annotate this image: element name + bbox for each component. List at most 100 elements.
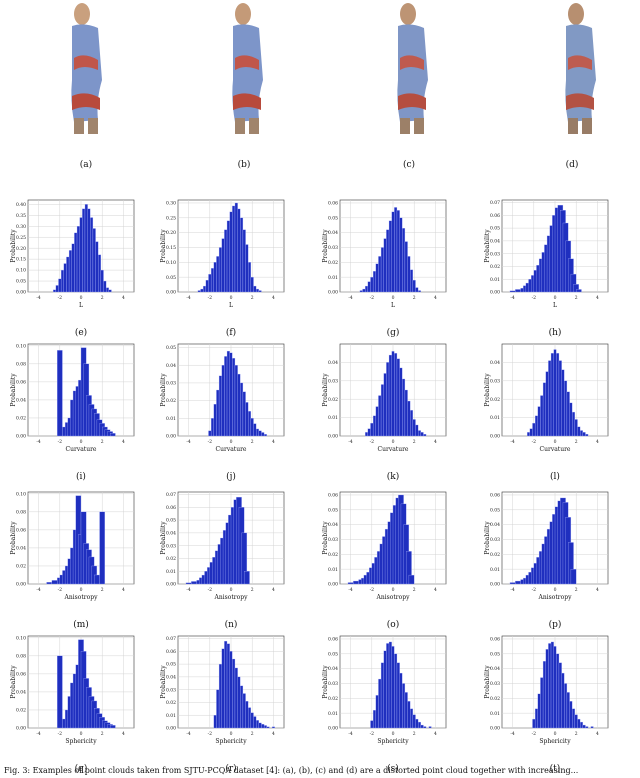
x-tick-label: -4 [36, 295, 41, 301]
x-tick-label: -2 [208, 295, 213, 301]
y-tick-label: 0.10 [166, 260, 176, 266]
y-axis-label: Probability [484, 373, 491, 407]
histogram-svg: -4 -2 0 2 4 0.00 0.01 0.02 0.03 0.04 0.05 0.06 Spher… [484, 635, 609, 745]
histogram-bar [420, 432, 424, 437]
y-tick-label: 0.20 [166, 230, 176, 236]
y-tick-label: 0.04 [16, 546, 26, 552]
histogram-svg: -4 -2 0 2 4 0.00 0.01 0.02 0.03 0.04 Curvature Prob… [322, 343, 447, 453]
y-tick-label: 0.06 [16, 671, 26, 677]
histogram-bar [561, 672, 565, 729]
histogram-bar [242, 391, 246, 437]
x-tick-label: -4 [510, 731, 515, 737]
histogram-bar [378, 395, 382, 437]
y-tick-label: 0.01 [328, 711, 338, 717]
y-axis-label: Probability [322, 229, 329, 263]
y-tick-label: 0.05 [166, 662, 176, 668]
y-tick-label: 0.02 [490, 552, 500, 558]
x-tick-label: -4 [348, 295, 353, 301]
caption-k: (k) [386, 472, 400, 482]
x-axis-label: Curvature [66, 446, 97, 453]
histogram-bar [556, 653, 560, 729]
y-axis-label: Probability [160, 229, 167, 263]
x-tick-label: 2 [413, 439, 416, 445]
histogram-bar [410, 708, 414, 729]
x-tick-label: 0 [80, 295, 83, 301]
y-tick-label: 0.04 [490, 360, 500, 366]
histogram-bar [51, 580, 58, 585]
histogram-bar [566, 391, 570, 437]
y-tick-label: 0.04 [328, 666, 338, 672]
histogram-bar [90, 217, 94, 293]
histogram-bar [205, 279, 209, 293]
x-tick-label: 0 [80, 587, 83, 593]
y-tick-label: 0.03 [328, 378, 338, 384]
caption-t: (t) [549, 764, 561, 774]
histogram-bar [408, 574, 415, 585]
y-tick-label: 0.00 [16, 434, 26, 440]
y-tick-label: 0.10 [16, 635, 26, 641]
x-tick-label: 4 [272, 731, 275, 737]
histogram-bar [415, 287, 419, 293]
histogram-bar [261, 432, 265, 437]
histogram-bar [370, 720, 374, 729]
histogram-bar [569, 402, 573, 437]
histogram-bar [394, 207, 398, 293]
histogram-svg: -4 -2 0 2 4 0.00 0.01 0.02 0.03 0.04 0.05 0.06 Aniso… [484, 491, 609, 601]
histogram-bar [399, 672, 403, 729]
histogram-m: -4 -2 0 2 4 0.00 0.02 0.04 0.06 0.08 0.10 Anisotrop… [10, 488, 146, 634]
histogram-bar [532, 718, 536, 729]
y-tick-label: 0.02 [328, 696, 338, 702]
x-tick-label: 0 [554, 731, 557, 737]
x-axis-label: L [79, 302, 83, 309]
y-axis-label: Probability [484, 521, 491, 555]
y-tick-label: 0.06 [16, 527, 26, 533]
histogram-bar [46, 582, 52, 585]
histogram-bar [529, 428, 533, 437]
histogram-bar [372, 271, 376, 293]
histogram-bar [378, 678, 382, 729]
histogram-bar [216, 389, 220, 437]
histogram-svg: -4 -2 0 2 4 0.00 0.02 0.04 0.06 0.08 0.10 Curvature… [10, 343, 135, 453]
histogram-bar [256, 720, 259, 729]
histogram-bar [57, 350, 63, 437]
histogram-bar [248, 411, 252, 437]
histogram-bar [248, 262, 252, 293]
x-tick-label: 0 [230, 295, 233, 301]
x-axis-label: Sphericity [65, 738, 97, 745]
histogram-bar [540, 395, 544, 437]
histogram-bar [237, 676, 241, 729]
histogram-bar [566, 692, 570, 729]
histogram-bar [365, 432, 368, 437]
histogram-bar [240, 217, 244, 293]
histogram-bar [553, 349, 557, 437]
x-tick-label: 0 [392, 587, 395, 593]
histogram-bar [550, 353, 554, 437]
point-cloud-image [71, 3, 102, 134]
histogram-bar [372, 415, 376, 437]
point-cloud-image [232, 3, 263, 134]
histogram-bar [572, 708, 576, 729]
x-axis-label: L [553, 302, 557, 309]
histogram-bar [415, 718, 419, 729]
x-tick-label: -2 [532, 439, 537, 445]
y-tick-label: 0.30 [16, 224, 26, 230]
x-axis-label: L [391, 302, 395, 309]
histogram-bar [261, 724, 265, 729]
histogram-bar [412, 714, 416, 729]
histogram-bar [402, 683, 406, 729]
y-tick-label: 0.04 [16, 398, 26, 404]
histogram-bar [234, 365, 238, 437]
histogram-bar [359, 290, 363, 293]
x-tick-label: 2 [251, 439, 254, 445]
y-tick-label: 0.02 [490, 264, 500, 270]
y-tick-label: 0.02 [166, 700, 176, 706]
histogram-svg: -4 -2 0 2 4 0.00 0.01 0.02 0.03 0.04 0.05 0.06 0.07 S… [160, 635, 285, 745]
caption-d: (d) [565, 160, 579, 170]
histogram-svg: -4 -2 0 2 4 0.00 0.01 0.02 0.03 0.04 0.05 Curvature… [160, 343, 285, 453]
x-tick-label: 0 [392, 295, 395, 301]
y-tick-label: 0.00 [166, 290, 176, 296]
histogram-bar [106, 287, 109, 293]
histogram-bar [216, 689, 220, 729]
histogram-l: -4 -2 0 2 4 0.00 0.01 0.02 0.03 0.04 Curvature Prob… [484, 340, 620, 486]
histogram-bar [380, 662, 384, 729]
